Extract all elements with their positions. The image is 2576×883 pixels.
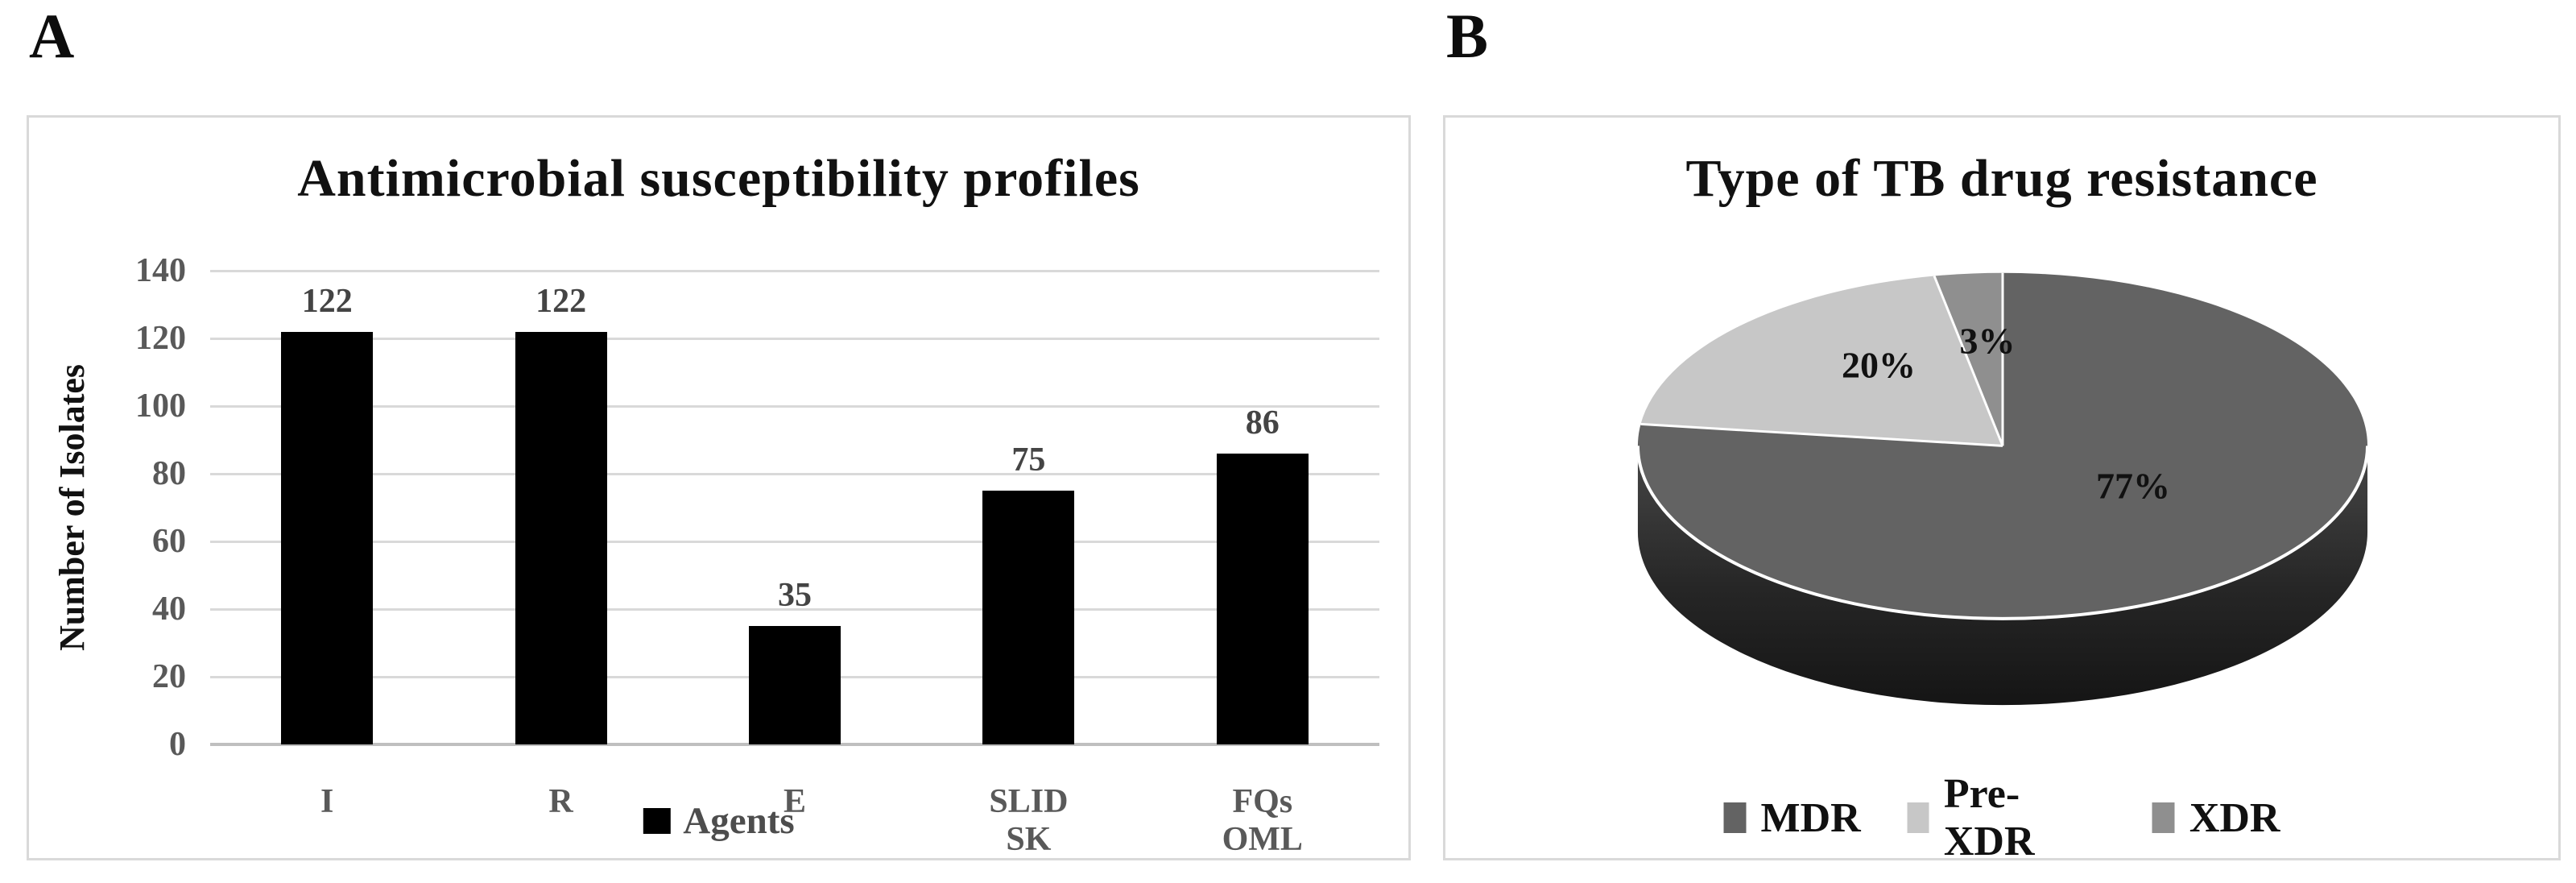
legend-label-xdr: XDR <box>2189 794 2280 841</box>
pie-chart-legend: MDR Pre-XDR XDR <box>1723 770 2280 865</box>
legend-item-pre-xdr: Pre-XDR <box>1907 770 2106 865</box>
gridline <box>210 338 1379 340</box>
y-tick-label: 100 <box>135 388 186 425</box>
legend-item-mdr: MDR <box>1723 794 1861 842</box>
bar-value-label: 35 <box>778 577 812 614</box>
legend-label-pre-xdr: Pre-XDR <box>1943 771 2035 864</box>
bar <box>982 491 1075 744</box>
pie-slice-separators <box>1635 272 2370 620</box>
x-category-label-line: SLID <box>989 783 1069 820</box>
legend-swatch-mdr <box>1723 802 1747 833</box>
legend-swatch-xdr <box>2152 802 2175 833</box>
x-axis-line <box>210 743 1379 746</box>
y-tick-label: 40 <box>152 591 186 628</box>
bar-plot-area: 122 122 35 75 86 <box>210 270 1379 746</box>
legend-item-xdr: XDR <box>2152 794 2280 842</box>
legend-swatch <box>643 808 671 834</box>
bar-value-label: 122 <box>535 282 587 320</box>
pie-slice-pre-xdr <box>1640 276 2003 446</box>
gridline <box>210 608 1379 611</box>
bar <box>1216 453 1309 744</box>
legend-label: Agents <box>683 800 795 842</box>
y-tick-label: 20 <box>152 658 186 695</box>
pie-percent-label-xdr: 3% <box>1959 320 2016 362</box>
bar <box>749 626 841 744</box>
legend-swatch-pre-xdr <box>1907 802 1929 833</box>
bar-chart-legend: Agents <box>643 799 795 843</box>
gridline <box>210 270 1379 272</box>
pie-chart-title: Type of TB drug resistance <box>1685 149 2318 208</box>
x-category-label-line: E <box>783 783 806 820</box>
bar <box>515 331 607 744</box>
pie-percent-label-pre-xdr: 20% <box>1842 344 1916 386</box>
y-tick-label: 80 <box>152 455 186 492</box>
x-category-label-line: R <box>548 783 573 820</box>
panel-b-pie-chart: Type of TB drug resistance <box>1443 115 2561 864</box>
gridline <box>210 473 1379 475</box>
bar-value-label: 122 <box>301 282 353 320</box>
x-category-label-line: I <box>320 783 334 820</box>
y-tick-label: 140 <box>135 252 186 289</box>
y-tick-label: 120 <box>135 320 186 357</box>
x-category-label-line: OML <box>1222 821 1303 858</box>
x-category-label: SLID SK <box>932 783 1125 859</box>
bar <box>281 331 374 744</box>
x-category-label-line: SK <box>1006 821 1052 858</box>
x-category-label: FQs OML <box>1166 783 1359 859</box>
pie-side-depth <box>1637 446 2368 706</box>
bar-value-label: 86 <box>1245 404 1280 442</box>
pie-3d-graphic <box>1635 272 2370 706</box>
panel-b-label: B <box>1446 1 1489 71</box>
y-tick-label: 60 <box>152 523 186 560</box>
panel-a-label: A <box>29 1 75 71</box>
x-category-label: E <box>698 783 891 821</box>
x-category-label: R <box>465 783 658 821</box>
x-category-label-line: FQs <box>1232 783 1293 820</box>
gridline <box>210 405 1379 408</box>
pie-percent-label-mdr: 77% <box>2096 465 2170 507</box>
y-tick-label: 0 <box>169 726 186 763</box>
gridline <box>210 541 1379 543</box>
x-category-label: I <box>230 783 424 821</box>
panel-a-bar-chart: Antimicrobial susceptibility profiles Nu… <box>27 115 1411 860</box>
legend-label-mdr: MDR <box>1760 794 1861 841</box>
bar-chart-title: Antimicrobial susceptibility profiles <box>297 149 1140 208</box>
bar-value-label: 75 <box>1011 442 1046 479</box>
